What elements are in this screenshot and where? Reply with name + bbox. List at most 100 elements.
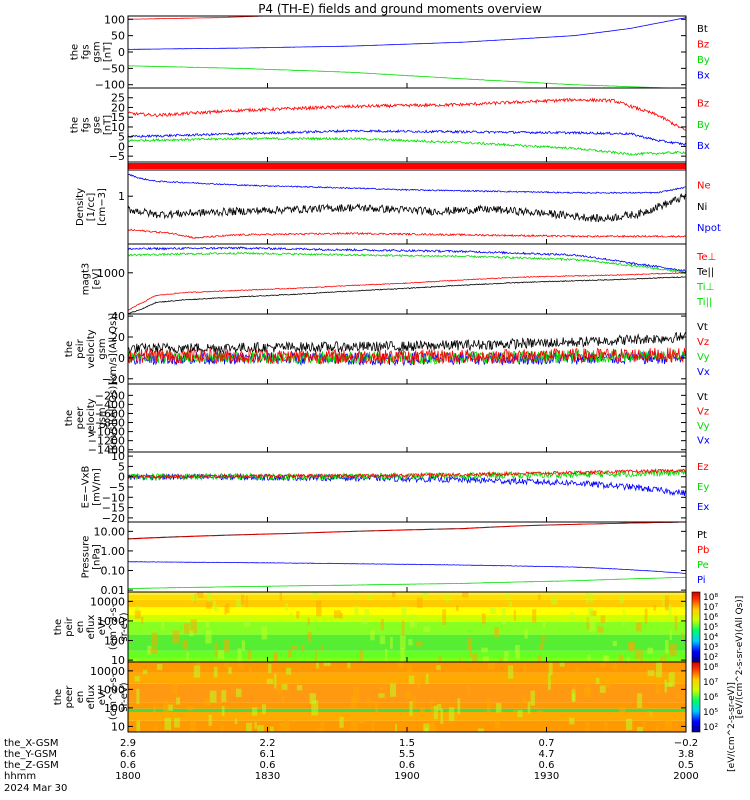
spectrogram-cell [455,605,459,611]
spectrogram-cell [241,640,245,651]
spectrogram-cell [183,623,190,634]
spectrogram-cell [586,592,589,604]
legend-item: Bx [697,141,710,152]
spectrogram-cell [416,641,423,647]
spectrogram-cell [527,701,531,714]
y-axis-label: thepeerenefluxeV/(cm^2-s-sr-eV) [53,673,130,720]
spectrogram-cell [228,667,232,675]
x-axis-value: 4.7 [539,749,555,760]
y-tick-label: 0 [118,46,125,59]
spectrogram-cell [252,707,258,716]
spectrogram-cell [311,700,319,716]
x-axis-value: 1900 [394,771,419,782]
spectrogram-cell [606,675,612,689]
spectrogram-cell [380,619,385,631]
legend-item: Pe [697,560,709,571]
y-axis-label-line: E=−VxB [81,466,92,509]
spectrogram-cell [218,650,225,659]
y-axis-label: thefgsgse[nT] [70,115,114,135]
spectrogram-cell [209,690,217,703]
legend-item: Ni [697,202,707,213]
spectrogram-cell [370,630,375,641]
spectrogram-cell [364,609,370,620]
spectrogram-cell [507,665,514,679]
spectrogram-cell [243,615,250,627]
spectrogram-cell [237,648,242,662]
spectrogram-cell [442,609,447,625]
spectrogram-cell [220,725,224,732]
series-line-Pi [128,561,686,574]
spectrogram [128,662,686,732]
legend-item: Vy [697,421,710,432]
spectrogram-cell [669,643,677,657]
spectrogram-cell [378,693,385,698]
spectrogram-cell [189,630,194,637]
spectrogram-cell [676,692,681,699]
spectrogram-cell [223,638,230,653]
y-axis-label-line: gsm [92,41,103,62]
spectrogram-cell [634,649,640,660]
spectrogram-cell [467,637,472,650]
spectrogram-cell [147,645,152,655]
spectrogram-cell [361,615,368,625]
spectrogram-cell [395,724,398,732]
spectrogram-cell [637,693,643,708]
legend-item: Ez [697,462,709,473]
spectrogram-cell [530,690,535,706]
x-axis-value: 0.6 [260,760,276,771]
spectrogram-cell [597,626,604,633]
y-axis-label-line: velocity [86,398,97,437]
spectrogram-cell [585,717,590,732]
y-axis-label-line: Density [75,188,86,226]
spectrogram-cell [488,662,495,670]
panel-frame [127,169,687,245]
spectrogram-cell [142,669,148,675]
series-group [128,522,686,590]
spectrogram-cell [569,612,575,622]
spectrogram-cell [551,596,558,605]
spectrogram-cell [467,686,470,696]
spectrogram-cell [664,652,667,662]
spectrogram-cell [409,701,413,716]
spectrogram-cell [604,655,610,662]
spectrogram-cell [151,632,159,647]
y-axis-label-line: en [75,691,86,704]
y-tick-label: −800 [95,417,125,430]
x-axis-value: 0.5 [678,760,694,771]
legend-item: Vt [697,392,708,403]
y-tick-label: 1.00 [101,545,126,558]
spectrogram-cell [153,726,158,732]
spectrogram-cell [425,673,429,684]
series-group [128,468,686,496]
spectrogram-cell [135,712,140,719]
series-line-Pe [128,576,686,590]
spectrogram-cell [390,637,393,649]
colorbar-tick-label: 10⁷ [703,678,718,688]
spectrogram-cell [323,662,329,667]
series-line-Bx [128,17,686,50]
y-tick-label: 100 [104,13,125,26]
spectrogram-cell [499,657,503,662]
panel-peer-en-eflux: 10000100010010thepeerenefluxeV/(cm^2-s-s… [53,661,687,733]
y-tick-label: 20 [111,331,125,344]
y-axis-label-line: [nT] [103,42,114,62]
x-axis-value: 0.6 [120,760,136,771]
x-axis-value: 2.2 [260,738,276,749]
spectrogram-band [128,615,686,622]
y-axis-label: thepeervelocitygsm[km/s](All Qs)] [64,382,119,454]
spectrogram-cell [501,608,506,625]
spectrogram-cell [328,662,331,667]
series-line-Vz [128,347,686,366]
spectrogram-cell [489,607,497,614]
panel-fgs-gsm: 100 50 0 −50 −100 thefgsgsm[nT] Bt Bz By Bx [70,13,710,91]
spectrogram-cell [358,713,366,724]
colorbar-tick-label: 10⁸ [703,593,718,603]
spectrogram-cell [433,705,439,720]
spectrogram-cell [600,615,606,624]
series-group [128,331,686,367]
y-axis-label: magt3[eV] [81,263,103,296]
spectrogram-cell [401,605,407,618]
legend-item: Pi [697,575,706,586]
spectrogram-cell [257,725,264,732]
